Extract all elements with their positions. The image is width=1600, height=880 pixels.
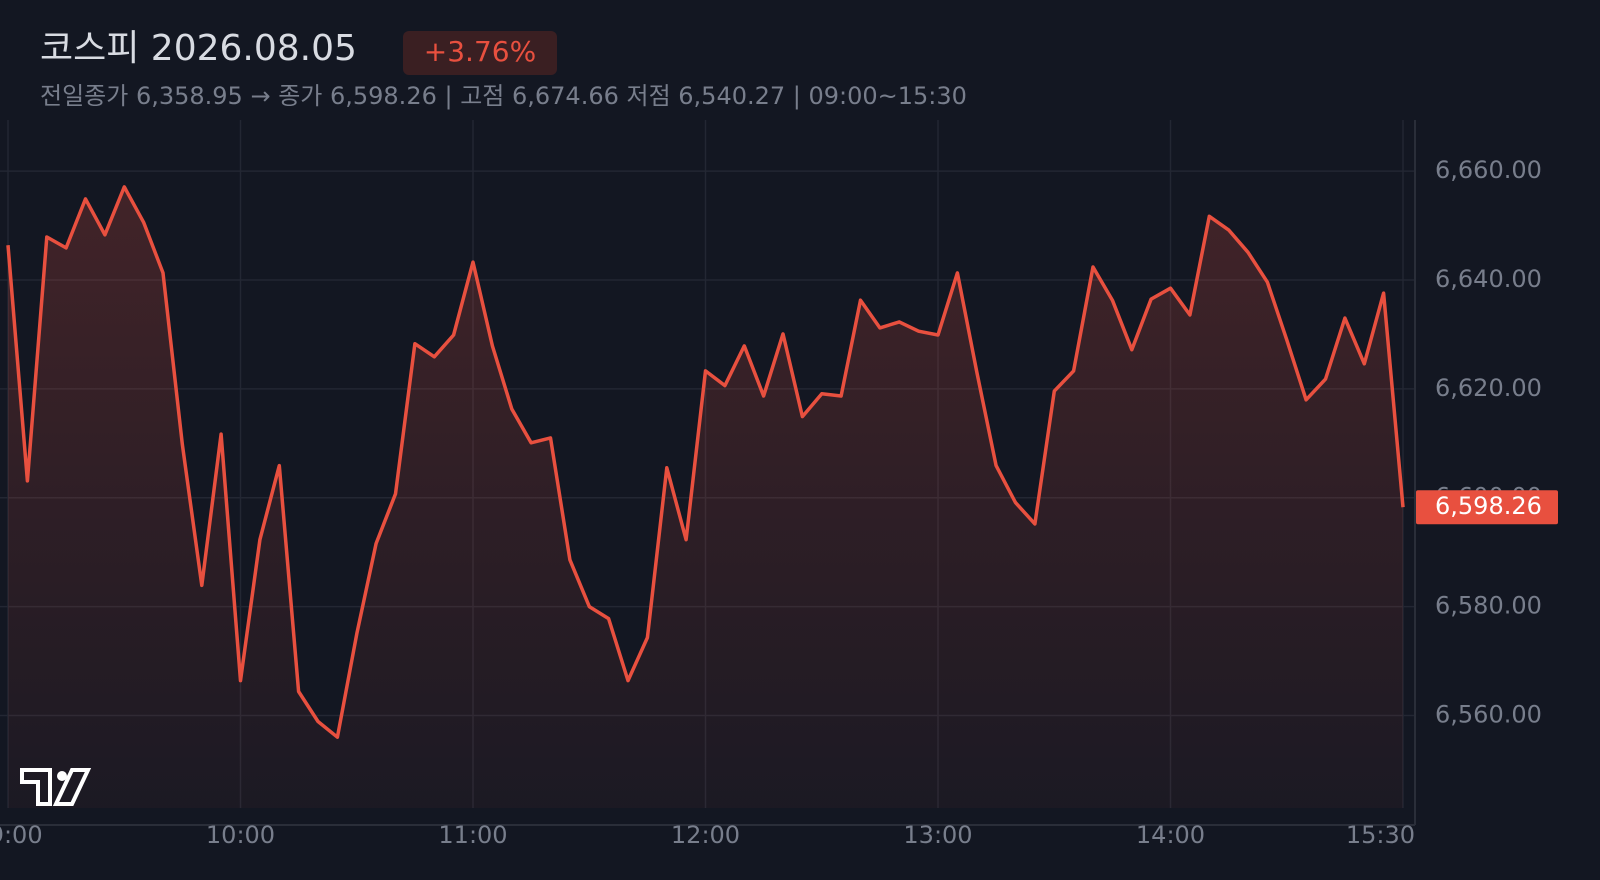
y-tick-label: 6,620.00 xyxy=(1435,374,1542,402)
x-tick-label: 10:00 xyxy=(206,821,275,849)
y-tick-label: 6,580.00 xyxy=(1435,592,1542,620)
last-price-label: 6,598.26 xyxy=(1435,492,1542,520)
y-tick-label: 6,640.00 xyxy=(1435,265,1542,293)
line xyxy=(6,185,1405,739)
watermark-logo xyxy=(20,768,92,806)
x-tick-label: 13:00 xyxy=(903,821,972,849)
x-tick-label: 15:30 xyxy=(1346,821,1415,849)
y-tick-label: 6,660.00 xyxy=(1435,156,1542,184)
change-badge-bg xyxy=(403,31,557,75)
subtitle: 전일종가 6,358.95 → 종가 6,598.26 | 고점 6,674.6… xyxy=(40,82,967,110)
plot xyxy=(6,185,1405,808)
x-tick-label: 09:00 xyxy=(0,821,43,849)
chart-title: 코스피 2026.08.05 xyxy=(40,28,357,69)
y-tick-label: 6,560.00 xyxy=(1435,700,1542,728)
x-tick-label: 12:00 xyxy=(671,821,740,849)
x-tick-label: 14:00 xyxy=(1136,821,1205,849)
last-price-badge xyxy=(1416,490,1558,525)
x-tick-label: 11:00 xyxy=(438,821,507,849)
area xyxy=(8,186,1403,808)
change-badge: +3.76% xyxy=(424,35,536,68)
